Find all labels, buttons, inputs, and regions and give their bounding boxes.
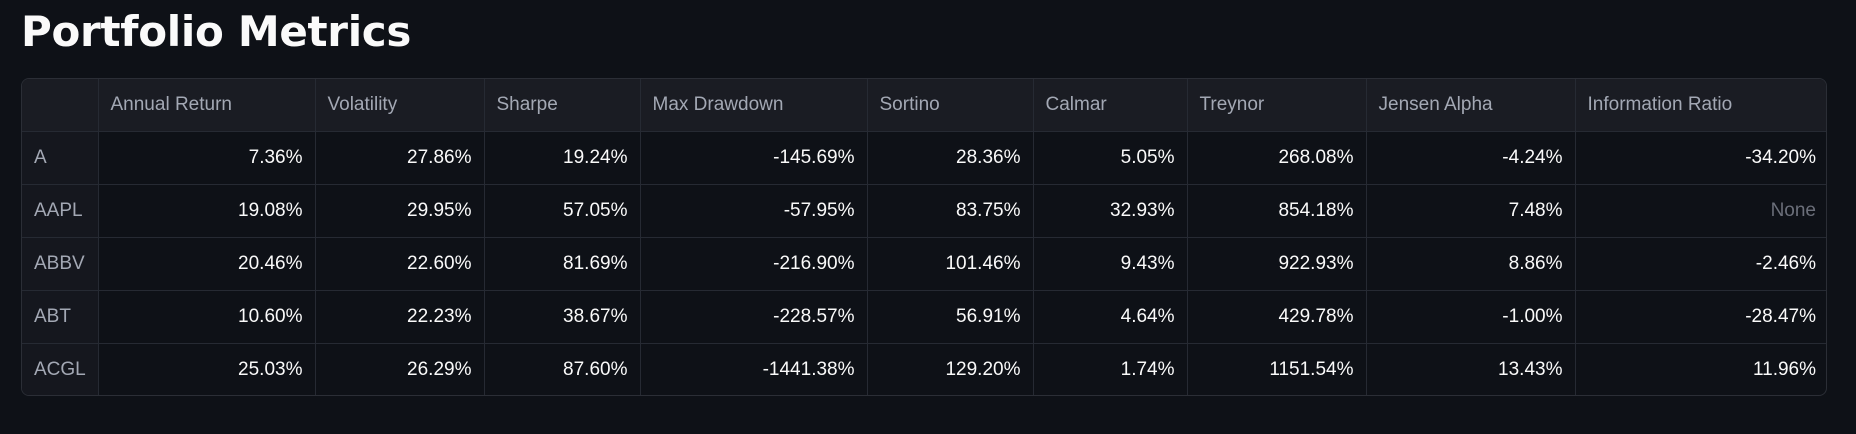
table-header-row: Annual Return Volatility Sharpe Max Draw… [22, 79, 1826, 132]
table-cell[interactable]: 101.46% [867, 237, 1034, 291]
table-cell[interactable]: 268.08% [1187, 131, 1367, 185]
table-cell[interactable]: -145.69% [640, 131, 868, 185]
column-header-sharpe[interactable]: Sharpe [484, 79, 641, 132]
table-cell[interactable]: 9.43% [1033, 237, 1188, 291]
metrics-table[interactable]: Annual Return Volatility Sharpe Max Draw… [21, 78, 1827, 396]
table-cell[interactable]: 854.18% [1187, 184, 1367, 238]
table-cell[interactable]: 28.36% [867, 131, 1034, 185]
table-cell[interactable]: -216.90% [640, 237, 868, 291]
column-header-annual-return[interactable]: Annual Return [98, 79, 316, 132]
table-cell[interactable]: 429.78% [1187, 290, 1367, 344]
table-cell[interactable]: 4.64% [1033, 290, 1188, 344]
row-index-cell[interactable]: ABT [22, 290, 99, 344]
table-cell[interactable]: 29.95% [315, 184, 485, 238]
page-title: Portfolio Metrics [21, 7, 412, 56]
table-row: ACGL 25.03% 26.29% 87.60% -1441.38% 129.… [22, 343, 1826, 395]
table-cell[interactable]: 22.60% [315, 237, 485, 291]
table-cell[interactable]: -2.46% [1575, 237, 1826, 291]
column-header-max-drawdown[interactable]: Max Drawdown [640, 79, 868, 132]
table-cell[interactable]: 83.75% [867, 184, 1034, 238]
table-cell[interactable]: 7.48% [1366, 184, 1576, 238]
table-cell[interactable]: -1.00% [1366, 290, 1576, 344]
row-index-cell[interactable]: ACGL [22, 343, 99, 395]
table-row: A 7.36% 27.86% 19.24% -145.69% 28.36% 5.… [22, 131, 1826, 185]
table-cell[interactable]: 13.43% [1366, 343, 1576, 395]
table-cell[interactable]: 87.60% [484, 343, 641, 395]
table-cell[interactable]: -57.95% [640, 184, 868, 238]
table-cell[interactable]: 20.46% [98, 237, 316, 291]
row-index-cell[interactable]: A [22, 131, 99, 185]
table-cell[interactable]: 57.05% [484, 184, 641, 238]
table-cell[interactable]: 56.91% [867, 290, 1034, 344]
table-cell[interactable]: 25.03% [98, 343, 316, 395]
column-header-jensen-alpha[interactable]: Jensen Alpha [1366, 79, 1576, 132]
table-cell[interactable]: 22.23% [315, 290, 485, 344]
table-cell[interactable]: 81.69% [484, 237, 641, 291]
column-header-information-ratio[interactable]: Information Ratio [1575, 79, 1826, 132]
table-cell[interactable]: -28.47% [1575, 290, 1826, 344]
column-header-sortino[interactable]: Sortino [867, 79, 1034, 132]
table-cell[interactable]: 38.67% [484, 290, 641, 344]
table-row: AAPL 19.08% 29.95% 57.05% -57.95% 83.75%… [22, 184, 1826, 238]
table-cell[interactable]: 26.29% [315, 343, 485, 395]
table-cell[interactable]: 27.86% [315, 131, 485, 185]
row-index-cell[interactable]: AAPL [22, 184, 99, 238]
table-cell[interactable]: 922.93% [1187, 237, 1367, 291]
table-cell[interactable]: 8.86% [1366, 237, 1576, 291]
table-cell[interactable]: -4.24% [1366, 131, 1576, 185]
table-cell[interactable]: 32.93% [1033, 184, 1188, 238]
column-header-index[interactable] [22, 79, 99, 132]
table-cell[interactable]: -34.20% [1575, 131, 1826, 185]
table-row: ABBV 20.46% 22.60% 81.69% -216.90% 101.4… [22, 237, 1826, 291]
table-cell[interactable]: 11.96% [1752, 359, 1816, 380]
table-row: ABT 10.60% 22.23% 38.67% -228.57% 56.91%… [22, 290, 1826, 344]
table-cell[interactable]: 10.60% [98, 290, 316, 344]
table-cell-null[interactable]: None [1575, 184, 1826, 238]
column-header-calmar[interactable]: Calmar [1033, 79, 1188, 132]
column-header-volatility[interactable]: Volatility [315, 79, 485, 132]
column-header-treynor[interactable]: Treynor [1187, 79, 1367, 132]
table-cell[interactable]: 5.05% [1033, 131, 1188, 185]
row-index-cell[interactable]: ABBV [22, 237, 99, 291]
table-cell[interactable]: -1441.38% [640, 343, 868, 395]
table-cell[interactable]: 7.36% [98, 131, 316, 185]
table-cell[interactable]: 1.74% [1033, 343, 1188, 395]
table-cell[interactable]: 129.20% [867, 343, 1034, 395]
table-cell[interactable]: 1151.54% [1187, 343, 1367, 395]
table-cell[interactable]: 19.24% [484, 131, 641, 185]
table-cell[interactable]: 19.08% [98, 184, 316, 238]
table-cell[interactable]: -228.57% [640, 290, 868, 344]
